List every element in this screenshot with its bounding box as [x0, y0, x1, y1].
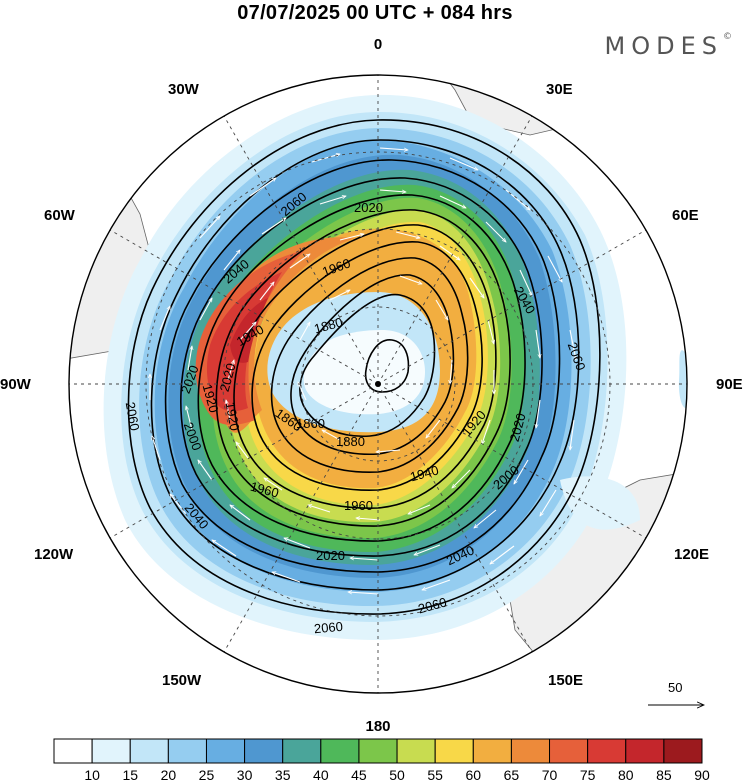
colorbar-swatch [358, 738, 398, 764]
contour-label: 2060 [416, 594, 448, 616]
contour-1840 [364, 339, 410, 393]
contour-2020 [164, 159, 561, 573]
colorbar-swatch [434, 738, 474, 764]
colorbar-swatch [53, 738, 93, 764]
lon-label-0: 0 [374, 36, 382, 53]
shade-patch-east [678, 350, 687, 409]
map-title: 07/07/2025 00 UTC + 084 hrs [237, 2, 513, 24]
contour-label: 1920 [223, 401, 243, 432]
lon-label-30w: 30W [168, 81, 200, 98]
colorbar-swatch [663, 738, 703, 764]
graticule [69, 75, 687, 693]
colorbar-swatch [91, 738, 131, 764]
contour-2060-outer [127, 119, 601, 615]
colorbar-label: 85 [656, 767, 672, 782]
contour-1960 [215, 209, 511, 527]
lon-label-120e: 120E [674, 546, 709, 563]
colorbar-swatch [396, 738, 436, 764]
colorbar-swatch [625, 738, 665, 764]
colorbar-label: 50 [389, 767, 405, 782]
colorbar-swatch [205, 738, 246, 764]
colorbar-label: 65 [504, 767, 520, 782]
brand-mark: © [723, 32, 732, 42]
colorbar-swatch [282, 738, 322, 764]
colorbar-swatch [472, 738, 512, 764]
colorbar-swatch [320, 738, 360, 764]
lon-label-150e: 150E [548, 672, 583, 689]
colorbar-swatch [549, 738, 589, 764]
contour-label: 2020 [507, 412, 529, 444]
shade-core-inner [303, 330, 425, 415]
contour-label: 2020 [316, 548, 345, 563]
reference-vector-label: 50 [668, 680, 682, 695]
lon-label-90e: 90E [716, 376, 743, 393]
colorbar-label: 40 [313, 767, 329, 782]
contour-label: 1880 [336, 434, 365, 449]
brand-name: MODES [604, 32, 723, 60]
contour-label: 1880 [312, 314, 344, 336]
colorbar-swatch [129, 738, 169, 764]
lon-label-60w: 60W [44, 207, 76, 224]
colorbar-label: 20 [161, 767, 177, 782]
wind-vectors [150, 147, 576, 595]
colorbar-label: 75 [580, 767, 596, 782]
lon-label-150w: 150W [162, 672, 202, 689]
contour-1900 [270, 257, 469, 473]
colorbar-label: 45 [351, 767, 367, 782]
lon-label-180: 180 [365, 718, 390, 735]
contour-label: 1860 [296, 416, 325, 431]
contour-label: 1920 [200, 382, 222, 414]
colorbar-label: 70 [542, 767, 558, 782]
lon-label-90w: 90W [0, 376, 32, 393]
colorbar-swatch [587, 738, 627, 764]
contour-label: 1960 [249, 479, 281, 501]
map-boundary [68, 74, 688, 694]
contour-label: 2060 [313, 619, 343, 636]
colorbar-label: 80 [618, 767, 634, 782]
brand-logo: MODES© [605, 32, 732, 60]
colorbar-label: 90 [694, 767, 710, 782]
contour-label: 1940 [408, 462, 440, 484]
colorbar-label: 30 [237, 767, 253, 782]
lon-label-120w: 120W [34, 546, 74, 563]
contour-1980 [197, 194, 526, 542]
contour-1860 [299, 293, 436, 438]
colorbar-label: 25 [199, 767, 215, 782]
contour-label: 2020 [354, 200, 383, 215]
lon-label-60e: 60E [672, 207, 699, 224]
contour-1880 [290, 274, 455, 456]
contour-label: 2060 [123, 401, 143, 432]
colorbar-label: 15 [122, 767, 138, 782]
contour-label: 2020 [217, 362, 239, 394]
colorbar-swatch [244, 738, 284, 764]
reference-vector: 50 [648, 680, 704, 705]
longitude-labels: 0 30E 60E 90E 120E 150E 180 150W 120W 90… [0, 36, 743, 735]
contour-1920 [251, 241, 483, 491]
contour-label: 1960 [344, 498, 373, 513]
contour-2000 [180, 177, 543, 557]
colorbar: 10 15 20 25 30 35 40 45 50 55 60 65 70 75 80 85 90 [53, 738, 710, 782]
shade-patch-ne [560, 476, 640, 530]
lon-label-30e: 30E [546, 81, 573, 98]
height-contours [127, 119, 601, 615]
contour-1940 [233, 224, 497, 509]
colorbar-label: 60 [466, 767, 482, 782]
colorbar-swatch [510, 738, 551, 764]
colorbar-label: 35 [275, 767, 291, 782]
map-field [69, 75, 687, 693]
pole-marker [375, 381, 381, 387]
colorbar-label: 10 [84, 767, 100, 782]
colorbar-swatch [167, 738, 207, 764]
colorbar-label: 55 [427, 767, 443, 782]
